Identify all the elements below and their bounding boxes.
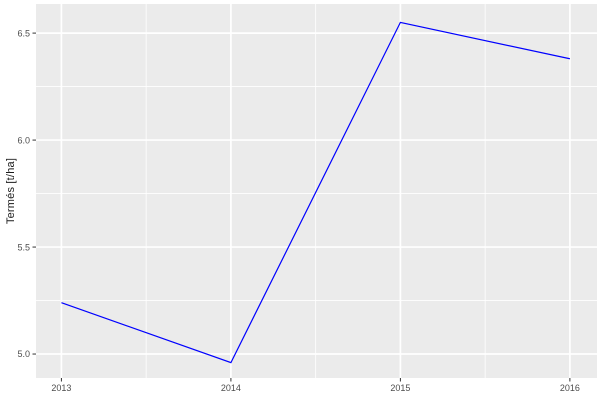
y-axis-title: Termés [t/ha] <box>5 157 17 225</box>
x-tick-label: 2016 <box>560 383 580 393</box>
y-tick-label: 5.0 <box>17 349 30 359</box>
y-tick-label: 6.0 <box>17 135 30 145</box>
y-tick-label: 5.5 <box>17 242 30 252</box>
x-tick-label: 2015 <box>390 383 410 393</box>
x-tick-label: 2013 <box>51 383 71 393</box>
y-tick-label: 6.5 <box>17 28 30 38</box>
data-line <box>61 21 571 364</box>
x-tick-label: 2014 <box>221 383 241 393</box>
